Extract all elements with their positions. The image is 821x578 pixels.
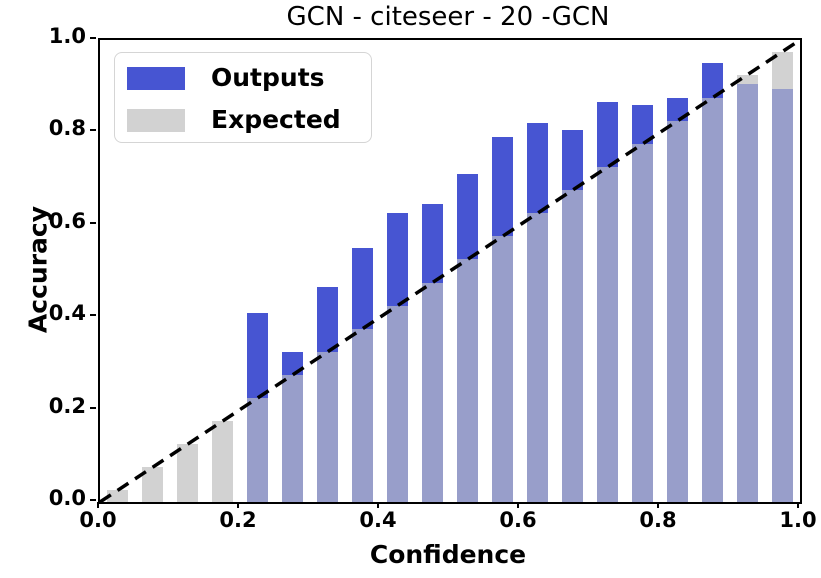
y-tick-mark	[90, 314, 96, 317]
bar-segment	[142, 467, 163, 502]
x-tick-label: 0.0	[79, 508, 117, 532]
legend: Outputs Expected	[114, 52, 372, 143]
plot-area: Outputs Expected	[98, 38, 802, 504]
bar-segment	[247, 312, 268, 399]
bar-segment	[247, 398, 268, 502]
legend-label-outputs: Outputs	[211, 63, 325, 92]
y-tick-label: 1.0	[48, 24, 86, 48]
y-tick-label: 0.2	[48, 393, 86, 418]
bar-segment	[352, 328, 373, 502]
expected-swatch	[127, 108, 185, 132]
bar-segment	[737, 74, 758, 84]
bar-segment	[737, 83, 758, 502]
bar-segment	[422, 282, 443, 502]
x-tick-label: 0.2	[219, 508, 257, 532]
bar-segment	[667, 97, 688, 121]
legend-label-expected: Expected	[211, 105, 341, 134]
y-tick-mark	[90, 499, 96, 501]
bar-segment	[282, 351, 303, 375]
x-tick-mark	[237, 502, 239, 508]
y-tick-mark	[90, 406, 96, 409]
bar-segment	[457, 259, 478, 502]
x-axis-label: Confidence	[369, 540, 527, 569]
bars-layer	[100, 40, 800, 502]
x-tick-label: 0.6	[499, 508, 537, 532]
x-tick-label: 0.8	[639, 508, 677, 532]
legend-item-outputs: Outputs	[127, 63, 325, 92]
bar-segment	[107, 490, 128, 502]
outputs-swatch	[127, 66, 185, 90]
bar-segment	[457, 173, 478, 260]
bar-segment	[597, 102, 618, 168]
bar-segment	[422, 204, 443, 283]
bar-segment	[562, 190, 583, 502]
x-tick-mark	[797, 502, 799, 508]
bar-segment	[317, 287, 338, 352]
y-tick-label: 0.6	[48, 208, 86, 233]
chart-title: GCN - citeseer - 20 -GCN	[286, 2, 610, 32]
legend-item-expected: Expected	[127, 105, 341, 134]
bar-segment	[632, 143, 653, 502]
y-axis-label: Accuracy	[23, 205, 53, 334]
bar-segment	[702, 97, 723, 502]
bar-segment	[282, 374, 303, 502]
bar-segment	[352, 247, 373, 329]
bar-segment	[387, 213, 408, 306]
bar-segment	[772, 51, 793, 89]
bar-segment	[317, 351, 338, 502]
x-tick-mark	[517, 502, 519, 508]
y-tick-mark	[90, 37, 96, 39]
diagonal-reference-line	[100, 40, 800, 502]
x-tick-label: 1.0	[779, 508, 817, 532]
bar-segment	[772, 88, 793, 502]
y-tick-mark	[90, 129, 96, 132]
bar-segment	[527, 123, 548, 214]
bar-segment	[702, 63, 723, 98]
x-tick-mark	[657, 502, 659, 508]
bar-segment	[492, 137, 513, 237]
bar-segment	[527, 213, 548, 502]
x-tick-mark	[97, 502, 99, 508]
bar-segment	[562, 130, 583, 191]
bar-segment	[387, 305, 408, 502]
bar-segment	[667, 120, 688, 502]
x-tick-mark	[377, 502, 379, 508]
y-tick-label: 0.8	[48, 116, 86, 141]
bar-segment	[492, 236, 513, 502]
bar-segment	[632, 104, 653, 144]
y-tick-label: 0.4	[48, 301, 86, 326]
bar-segment	[597, 167, 618, 502]
x-tick-label: 0.4	[359, 508, 397, 532]
y-tick-mark	[90, 221, 96, 224]
bar-segment	[177, 444, 198, 502]
y-tick-label: 0.0	[48, 486, 86, 510]
bar-segment	[212, 421, 233, 502]
